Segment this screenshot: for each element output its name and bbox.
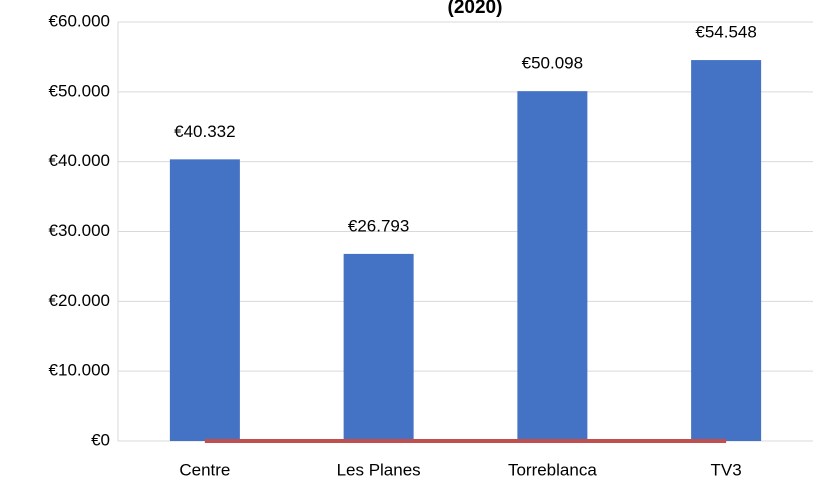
x-tick-label: TV3 — [711, 460, 742, 479]
y-tick-label: €40.000 — [49, 151, 110, 170]
x-tick-label: Torreblanca — [508, 460, 597, 479]
data-label: €54.548 — [695, 23, 756, 42]
bar — [691, 60, 762, 442]
bar — [169, 159, 240, 441]
y-tick-label: €10.000 — [49, 361, 110, 380]
bar — [517, 91, 588, 442]
y-tick-label: €50.000 — [49, 81, 110, 100]
data-label: €26.793 — [348, 216, 409, 235]
chart-title: (2020) — [448, 0, 503, 18]
x-tick-label: Les Planes — [337, 460, 421, 479]
bar — [343, 253, 414, 441]
y-tick-label: €0 — [91, 430, 110, 449]
x-tick-label: Centre — [179, 460, 230, 479]
y-tick-label: €20.000 — [49, 291, 110, 310]
data-label: €40.332 — [174, 122, 235, 141]
y-tick-label: €30.000 — [49, 221, 110, 240]
data-label: €50.098 — [522, 54, 583, 73]
y-tick-label: €60.000 — [49, 11, 110, 30]
